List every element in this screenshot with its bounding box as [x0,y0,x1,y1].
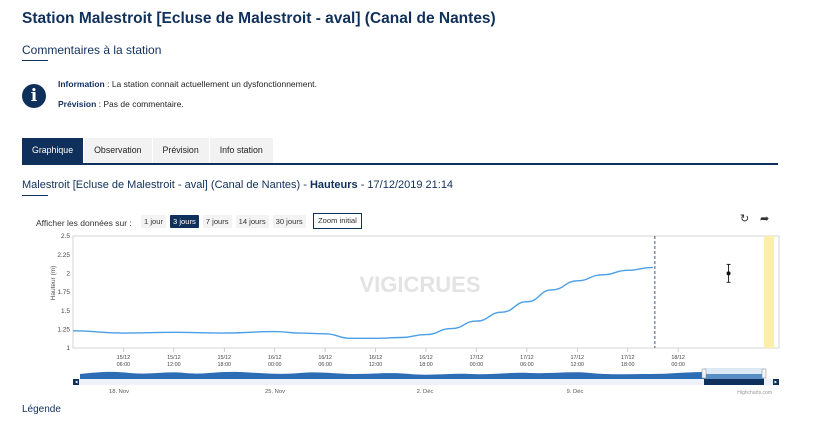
chart-title: Malestroit [Ecluse de Malestroit - aval]… [22,179,453,191]
x-tick-label: 06:00 [520,362,534,368]
information-label: Information [58,79,105,89]
x-tick-label: 16/12 [369,355,383,361]
x-tick-label: 06:00 [318,362,332,368]
x-tick-label: 17/12 [621,355,635,361]
vigicrues-watermark: VIGICRUES [359,272,480,297]
x-tick-label: 17/12 [571,355,585,361]
y-tick-label: 1.5 [61,308,70,315]
forecast-point [726,271,731,276]
legend-link[interactable]: Légende [22,404,61,415]
y-tick-label: 2 [66,271,70,278]
range-button-3-jours[interactable]: 3 jours [170,215,199,228]
x-tick-label: 16/12 [419,355,433,361]
navigator-right-handle[interactable] [761,368,767,379]
y-axis-labels: 1 1.25 1.5 1.75 2 2.25 2.5 [57,233,70,352]
forecast-band [764,236,774,348]
x-tick-label: 15/12 [218,355,232,361]
x-tick-label: 18:00 [218,362,232,368]
navigator-left-handle[interactable] [701,368,707,379]
navigator-label-2-dec: 2. Déc [417,389,434,395]
chart-title-underline [22,195,48,196]
comments-heading: Commentaires à la station [22,43,162,57]
x-tick-label: 00:00 [671,362,685,368]
range-selector-buttons: 1 jour 3 jours 7 jours 14 jours 30 jours [141,215,310,228]
x-tick-label: 00:00 [470,362,484,368]
range-button-14-jours[interactable]: 14 jours [235,215,269,228]
station-tabs: Graphique Observation Prévision Info sta… [22,138,274,163]
range-button-7-jours[interactable]: 7 jours [202,215,232,228]
chart-title-measure: Hauteurs [309,179,358,191]
x-tick-label: 12:00 [571,362,585,368]
y-axis-title: Hauteur (m) [50,266,57,301]
chart-title-datetime: - 17/12/2019 21:14 [357,179,454,191]
navigator-label-9-dec: 9. Déc [567,389,584,395]
x-tick-label: 15/12 [117,355,131,361]
prevision-label: Prévision [58,99,97,109]
navigator: 18. Nov 25. Nov 2. Déc 9. Déc Highcharts… [73,368,779,396]
y-tick-label: 1.25 [57,327,70,334]
navigator-scrollbar-thumb[interactable] [704,379,764,385]
x-tick-label: 18/12 [671,355,685,361]
tab-observation[interactable]: Observation [84,138,152,163]
range-button-30-jours[interactable]: 30 jours [272,215,306,228]
x-tick-label: 17/12 [470,355,484,361]
x-tick-label: 12:00 [167,362,181,368]
x-tick-label: 00:00 [268,362,282,368]
x-tick-label: 16/12 [268,355,282,361]
navigator-series [80,371,704,380]
prevision-line: Prévision : Pas de commentaire. [58,99,184,109]
x-tick-label: 18:00 [621,362,635,368]
tab-graphique[interactable]: Graphique [22,138,84,163]
info-circle-icon: i [22,84,46,108]
share-arrow-icon[interactable]: ➦ [760,213,770,225]
refresh-icon[interactable]: ↻ [740,213,750,225]
x-tick-label: 06:00 [117,362,131,368]
series-line [72,266,653,339]
navigator-label-18-nov: 18. Nov [109,389,129,395]
x-tick-label: 18:00 [419,362,433,368]
tab-info-station[interactable]: Info station [209,138,273,163]
range-button-1-jour[interactable]: 1 jour [141,215,166,228]
highcharts-credits[interactable]: Highcharts.com [737,390,772,396]
x-axis-ticks: 15/1206:0015/1212:0015/1218:0016/1200:00… [117,348,685,368]
navigator-label-25-nov: 25. Nov [265,389,285,395]
tabs-underline [22,163,778,165]
comments-underline [22,60,48,61]
x-tick-label: 16/12 [318,355,332,361]
range-selector-label: Afficher les données sur : [36,218,132,228]
information-line: Information : La station connait actuell… [58,79,317,89]
zoom-initial-button[interactable]: Zoom initial [313,213,362,229]
information-text: : La station connait actuellement un dys… [104,79,317,89]
y-tick-label: 1.75 [57,289,70,296]
x-tick-label: 17/12 [520,355,534,361]
y-tick-label: 2.25 [57,252,70,259]
prevision-text: : Pas de commentaire. [96,99,184,109]
x-tick-label: 12:00 [369,362,383,368]
y-tick-label: 2.5 [61,233,70,240]
page-title: Station Malestroit [Ecluse de Malestroit… [22,10,496,27]
chart-title-station: Malestroit [Ecluse de Malestroit - aval]… [22,179,310,191]
x-tick-label: 15/12 [167,355,181,361]
y-tick-label: 1 [66,345,70,352]
tab-prevision[interactable]: Prévision [152,138,209,163]
